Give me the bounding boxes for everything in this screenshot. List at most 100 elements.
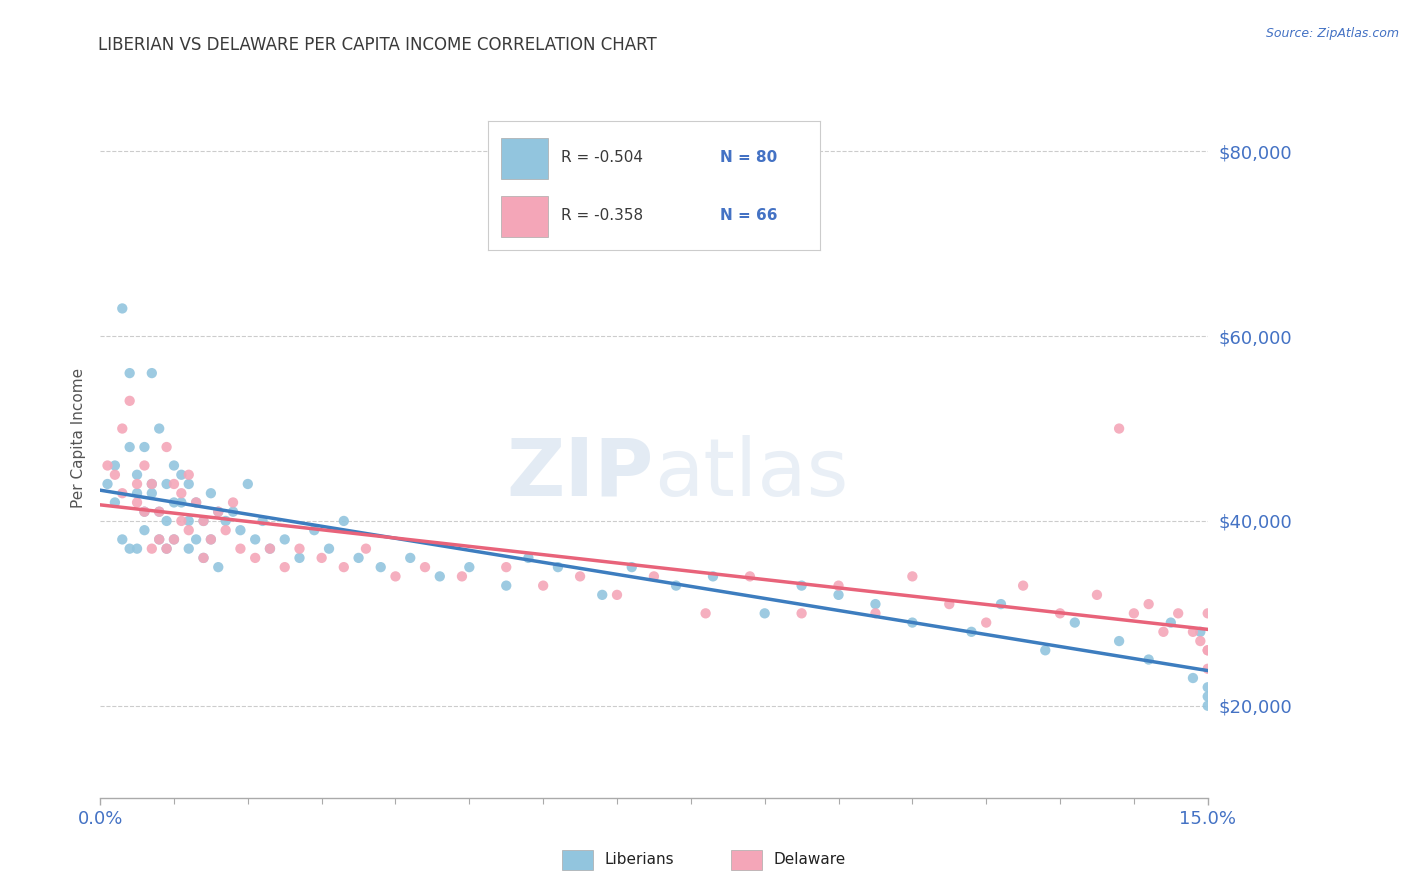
Point (1181, 671, 1204, 685)
Point (1197, 607, 1219, 621)
Point (96, 458, 118, 473)
Y-axis label: Per Capita Income: Per Capita Income (72, 368, 86, 508)
Point (141, 486, 163, 500)
Point (333, 514, 356, 528)
Point (207, 560, 229, 574)
Point (125, 495, 148, 509)
Point (960, 624, 983, 639)
Point (184, 533, 207, 547)
Point (184, 495, 207, 509)
Point (177, 541, 200, 556)
Point (1137, 652, 1160, 666)
Point (96, 477, 118, 491)
Point (901, 569, 924, 583)
Point (155, 541, 177, 556)
Point (429, 569, 451, 583)
Point (569, 569, 592, 583)
Point (118, 366, 141, 380)
Point (974, 615, 997, 630)
Point (141, 541, 163, 556)
Point (620, 560, 643, 574)
Point (259, 541, 281, 556)
Point (517, 550, 540, 565)
Point (827, 588, 849, 602)
Point (318, 541, 340, 556)
Point (170, 486, 193, 500)
Point (148, 505, 170, 519)
Point (790, 607, 813, 621)
Point (347, 550, 370, 565)
Point (170, 495, 193, 509)
Point (111, 486, 134, 500)
Point (111, 421, 134, 435)
Point (304, 523, 326, 537)
Point (1167, 607, 1189, 621)
Point (738, 569, 761, 583)
Point (695, 607, 717, 621)
Point (104, 467, 127, 482)
Point (384, 569, 406, 583)
Point (1152, 624, 1174, 639)
Point (200, 486, 222, 500)
Point (1181, 624, 1204, 639)
Point (1160, 615, 1182, 630)
Point (1012, 579, 1035, 593)
Point (134, 505, 156, 519)
Point (288, 541, 311, 556)
Point (104, 495, 127, 509)
Point (111, 533, 134, 547)
Point (1033, 643, 1056, 657)
Point (163, 533, 186, 547)
Point (1197, 662, 1219, 676)
Point (1108, 421, 1130, 435)
Point (1085, 588, 1108, 602)
Point (288, 550, 311, 565)
Point (193, 550, 215, 565)
Point (177, 523, 200, 537)
Point (370, 560, 392, 574)
Point (236, 477, 259, 491)
Point (274, 560, 297, 574)
Point (184, 495, 207, 509)
Point (333, 560, 356, 574)
Point (207, 505, 229, 519)
Text: LIBERIAN VS DELAWARE PER CAPITA INCOME CORRELATION CHART: LIBERIAN VS DELAWARE PER CAPITA INCOME C… (98, 36, 657, 54)
Point (193, 514, 215, 528)
Point (790, 579, 813, 593)
Point (125, 541, 148, 556)
Text: Delaware: Delaware (773, 853, 845, 867)
Point (200, 533, 222, 547)
Point (148, 421, 170, 435)
Point (229, 541, 252, 556)
Point (177, 477, 200, 491)
Point (222, 495, 245, 509)
Point (451, 569, 474, 583)
Point (1189, 634, 1212, 648)
Point (827, 579, 849, 593)
Point (865, 597, 887, 611)
Point (458, 560, 481, 574)
Point (111, 301, 134, 316)
Point (134, 523, 156, 537)
Point (148, 533, 170, 547)
Text: Liberians: Liberians (605, 853, 675, 867)
Point (1197, 680, 1219, 694)
Point (354, 541, 377, 556)
Point (1108, 634, 1130, 648)
Point (177, 467, 200, 482)
Point (193, 550, 215, 565)
Point (155, 477, 177, 491)
Point (1063, 615, 1085, 630)
Point (155, 440, 177, 454)
Point (1197, 698, 1219, 713)
Point (547, 560, 569, 574)
Point (118, 541, 141, 556)
Point (245, 550, 267, 565)
Point (245, 533, 267, 547)
Point (141, 477, 163, 491)
Point (155, 514, 177, 528)
Point (118, 393, 141, 408)
Point (252, 514, 274, 528)
Point (1137, 597, 1160, 611)
Point (222, 505, 245, 519)
